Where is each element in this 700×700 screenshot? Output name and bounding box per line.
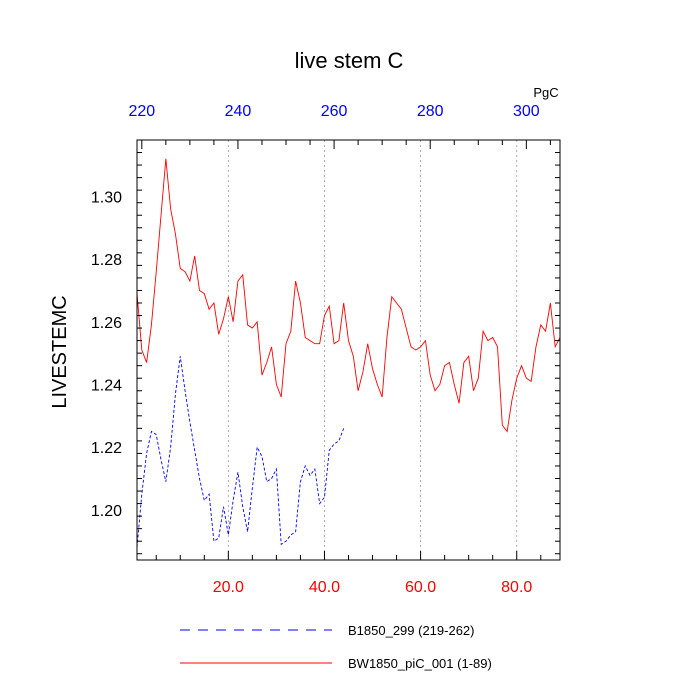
series-lines bbox=[136, 158, 561, 548]
top-tick-label: 240 bbox=[225, 103, 252, 120]
y-tick-label: 1.20 bbox=[91, 503, 122, 520]
y-axis-label: LIVESTEMC bbox=[49, 295, 71, 408]
x-tick-label: 80.0 bbox=[501, 579, 532, 596]
y-tick-label: 1.28 bbox=[91, 252, 122, 269]
plot-frame bbox=[136, 139, 561, 561]
y-tick-label: 1.22 bbox=[91, 440, 122, 457]
y-tick-label: 1.24 bbox=[91, 377, 122, 394]
top-tick-label: 300 bbox=[513, 103, 540, 120]
top-tick-label: 260 bbox=[321, 103, 348, 120]
chart-title: live stem C bbox=[295, 48, 404, 73]
top-tick-label: 220 bbox=[128, 103, 155, 120]
axes: 20.0 40.0 60.0 80.0 220 240 260 280 300 1.20 1.22 1… bbox=[91, 103, 561, 596]
x-tick-label: 20.0 bbox=[213, 579, 244, 596]
series-line-1 bbox=[136, 158, 561, 433]
legend: B1850_299 (219-262) BW1850_piC_001 (1-89) bbox=[180, 623, 492, 671]
top-tick-label: 280 bbox=[417, 103, 444, 120]
units-label: PgC bbox=[533, 85, 558, 100]
series-line-0 bbox=[136, 356, 345, 548]
y-tick-label: 1.26 bbox=[91, 315, 122, 332]
y-tick-label: 1.30 bbox=[91, 189, 122, 206]
x-tick-label: 60.0 bbox=[405, 579, 436, 596]
legend-label-1: BW1850_piC_001 (1-89) bbox=[348, 656, 492, 671]
legend-label-0: B1850_299 (219-262) bbox=[348, 623, 475, 638]
x-tick-label: 40.0 bbox=[309, 579, 340, 596]
grid-lines bbox=[227, 140, 518, 560]
